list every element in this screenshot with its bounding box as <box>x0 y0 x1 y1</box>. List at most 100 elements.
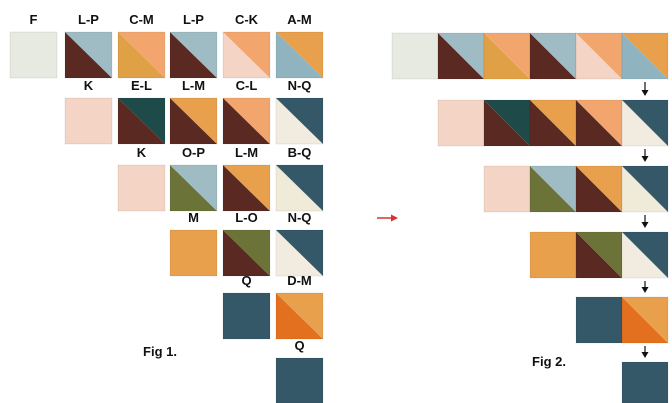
block-outline <box>222 164 271 212</box>
block-outline <box>117 31 166 79</box>
quilt-block <box>621 165 669 213</box>
fabric-square <box>223 293 270 339</box>
quilt-block <box>621 231 669 279</box>
block-label: L-P <box>183 12 204 27</box>
block-outline <box>222 31 271 79</box>
quilt-block <box>169 229 218 277</box>
block-outline <box>621 296 669 344</box>
quilt-block <box>529 231 577 279</box>
block-label: K <box>84 78 94 93</box>
fabric-triangle <box>276 32 323 78</box>
quilt-block <box>222 229 271 277</box>
fabric-square <box>276 358 323 403</box>
fabric-triangle <box>438 33 484 79</box>
down-arrow-head <box>641 287 649 293</box>
quilt-block <box>222 31 271 79</box>
down-arrow-head <box>641 222 649 228</box>
block-label: B-Q <box>288 145 312 160</box>
block-label: C-M <box>129 12 154 27</box>
block-label: Q <box>294 338 304 353</box>
fabric-triangle <box>223 165 270 211</box>
block-outline <box>222 292 271 340</box>
quilt-block <box>117 164 166 212</box>
fabric-triangle <box>530 166 576 212</box>
fabric-triangle <box>276 165 323 211</box>
quilt-block <box>483 32 531 80</box>
quilt-block <box>222 97 271 145</box>
block-outline <box>222 97 271 145</box>
quilt-block <box>222 292 271 340</box>
block-label: L-M <box>182 78 205 93</box>
fabric-triangle <box>170 165 217 211</box>
block-label: N-Q <box>288 78 312 93</box>
block-outline <box>621 32 669 80</box>
fabric-triangle <box>170 32 217 78</box>
quilt-block <box>275 292 324 340</box>
fabric-triangle <box>276 293 323 339</box>
fabric-triangle <box>170 98 217 144</box>
fig2-caption: Fig 2. <box>532 354 566 369</box>
fabric-square <box>576 297 622 343</box>
quilt-block <box>169 164 218 212</box>
quilt-block <box>117 97 166 145</box>
block-outline <box>275 31 324 79</box>
quilt-block <box>529 165 577 213</box>
quilt-block <box>483 99 531 147</box>
fabric-square <box>438 100 484 146</box>
block-outline <box>117 164 166 212</box>
quilt-block <box>222 164 271 212</box>
fabric-triangle <box>484 100 530 146</box>
fabric-triangle <box>576 100 622 146</box>
block-label: L-M <box>235 145 258 160</box>
quilt-block <box>64 97 113 145</box>
block-label: K <box>137 145 147 160</box>
fabric-triangle <box>622 232 668 278</box>
block-label: O-P <box>182 145 205 160</box>
quilt-block <box>9 31 58 79</box>
quilt-block <box>275 31 324 79</box>
block-label: E-L <box>131 78 152 93</box>
quilt-block <box>117 31 166 79</box>
block-outline <box>621 361 669 403</box>
block-outline <box>621 231 669 279</box>
down-arrow-head <box>641 156 649 162</box>
fabric-triangle <box>622 33 668 79</box>
block-label: C-K <box>235 12 259 27</box>
block-outline <box>275 164 324 212</box>
fabric-square <box>10 32 57 78</box>
block-outline <box>275 357 324 403</box>
quilt-block <box>275 229 324 277</box>
block-label: M <box>188 210 199 225</box>
fabric-triangle <box>530 33 576 79</box>
down-arrow-head <box>641 90 649 96</box>
quilt-block <box>275 164 324 212</box>
block-outline <box>222 229 271 277</box>
quilt-block <box>275 357 324 403</box>
quilt-block <box>275 97 324 145</box>
block-label: F <box>30 12 38 27</box>
red-arrow <box>377 214 398 222</box>
block-outline <box>64 31 113 79</box>
block-outline <box>169 31 218 79</box>
quilt-block <box>575 99 623 147</box>
fabric-triangle <box>65 32 112 78</box>
block-outline <box>169 229 218 277</box>
fabric-triangle <box>276 230 323 276</box>
fabric-square <box>530 232 576 278</box>
block-outline <box>9 31 58 79</box>
fabric-triangle <box>576 232 622 278</box>
quilt-block <box>621 296 669 344</box>
quilt-block <box>621 99 669 147</box>
quilt-block <box>437 99 485 147</box>
block-label: L-O <box>235 210 257 225</box>
down-arrow-head <box>641 352 649 358</box>
block-outline <box>621 99 669 147</box>
quilt-block <box>575 296 623 344</box>
fabric-triangle <box>223 32 270 78</box>
block-label: C-L <box>236 78 258 93</box>
fabric-triangle <box>118 32 165 78</box>
quilt-block <box>575 32 623 80</box>
fabric-triangle <box>622 166 668 212</box>
block-outline <box>169 164 218 212</box>
fabric-triangle <box>118 98 165 144</box>
